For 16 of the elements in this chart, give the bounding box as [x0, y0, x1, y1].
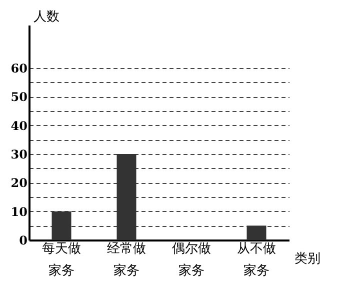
- y-axis-title: 人数: [34, 10, 60, 24]
- bar: [116, 154, 136, 240]
- x-tick-label: 从不做家务: [237, 242, 276, 278]
- y-tick-label: 60: [10, 62, 28, 76]
- y-tick-label: 50: [10, 90, 28, 104]
- bar: [246, 226, 266, 240]
- y-tick-label: 40: [10, 118, 28, 133]
- y-tick-label: 30: [10, 148, 28, 162]
- y-tick-label: 10: [10, 204, 28, 219]
- x-tick-label: 偶尔做家务: [172, 242, 211, 278]
- y-tick-label: 0: [19, 234, 28, 248]
- x-tick-label: 每天做家务: [42, 242, 81, 278]
- bar: [52, 211, 72, 240]
- x-axis-title: 类别: [294, 252, 320, 266]
- y-tick-label: 20: [10, 176, 28, 190]
- x-tick-label: 经常做家务: [107, 242, 146, 278]
